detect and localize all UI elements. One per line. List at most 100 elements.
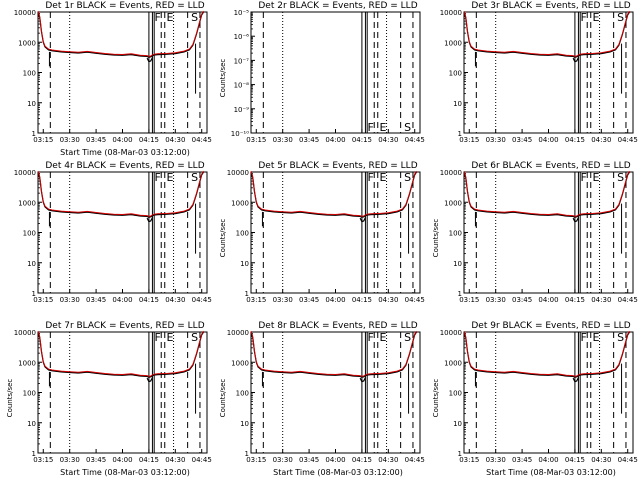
- panel-plot: 1 10 100 1000 10000 03:15 03:30 03:45 04:00 04:15…: [14, 9, 212, 144]
- y-tick-label: 10⁻⁹: [234, 106, 250, 114]
- panel-plot: 1 10 100 1000 10000 03:15 03:30 03:45 04:00 04:15…: [227, 329, 425, 464]
- events-series-line: [37, 11, 205, 58]
- flag-label: S: [404, 121, 411, 134]
- detector-panel: Det 4r BLACK = Events, RED = LLD 1 10 100 10…: [0, 160, 213, 320]
- y-tick-label: 1000: [444, 199, 462, 207]
- x-tick-label: 03:45: [299, 456, 319, 464]
- x-axis-title: Start Time (08-Mar-03 03:12:00): [486, 468, 616, 477]
- x-tick-label: 03:30: [60, 296, 80, 304]
- y-tick-label: 100: [449, 390, 462, 398]
- flag-label: S: [404, 171, 411, 184]
- events-dip-segment: [146, 377, 153, 383]
- x-tick-label: 04:45: [192, 296, 212, 304]
- y-tick-label: 1: [245, 290, 249, 298]
- x-tick-label: 04:15: [565, 456, 585, 464]
- detector-panel: Det 8r BLACK = Events, RED = LLD Start Ti…: [213, 320, 426, 480]
- x-tick-label: 04:30: [591, 456, 611, 464]
- y-tick-label: 10000: [227, 329, 249, 337]
- x-tick-label: 04:15: [352, 456, 372, 464]
- plot-frame: [37, 11, 208, 134]
- panel-plot: 1 10 100 1000 10000 03:15 03:30 03:45 04:00 04:15…: [14, 169, 212, 304]
- panel-title: Det 4r BLACK = Events, RED = LLD: [45, 161, 205, 171]
- x-tick-label: 03:30: [273, 136, 293, 144]
- x-axis-title: Start Time (08-Mar-03 03:12:00): [273, 468, 403, 477]
- flag-label: F: [581, 331, 587, 344]
- x-tick-label: 04:15: [139, 136, 159, 144]
- x-axis-title: Start Time (08-Mar-03 03:12:00): [60, 468, 190, 477]
- detector-panel: Det 9r BLACK = Events, RED = LLD Start Ti…: [426, 320, 639, 480]
- flag-label: E: [167, 331, 174, 344]
- x-tick-label: 03:15: [459, 136, 479, 144]
- y-tick-label: 100: [236, 230, 249, 238]
- x-tick-label: 04:30: [378, 456, 398, 464]
- events-dip-segment: [146, 57, 153, 63]
- flag-label: S: [404, 331, 411, 344]
- panel-plot: 1 10 100 1000 10000 03:15 03:30 03:45 04:00 04:15…: [440, 169, 638, 304]
- flag-label: S: [191, 171, 198, 184]
- x-tick-label: 04:15: [565, 296, 585, 304]
- y-tick-label: 1: [245, 450, 249, 458]
- y-tick-label: 10⁻¹⁰: [231, 130, 249, 138]
- x-tick-label: 04:00: [538, 136, 558, 144]
- y-tick-label: 10000: [227, 169, 249, 177]
- flag-label: E: [380, 331, 387, 344]
- plot-frame: [250, 331, 421, 454]
- lld-series-line: [37, 10, 204, 57]
- plot-frame: [37, 331, 208, 454]
- y-tick-label: 1000: [18, 199, 36, 207]
- y-tick-label: 100: [236, 390, 249, 398]
- events-series-line: [250, 171, 418, 218]
- y-tick-label: 10⁻⁶: [234, 33, 250, 41]
- flag-label: S: [617, 171, 624, 184]
- x-tick-label: 03:30: [486, 136, 506, 144]
- panel-title: Det 8r BLACK = Events, RED = LLD: [258, 321, 418, 331]
- x-tick-label: 04:15: [565, 136, 585, 144]
- lld-series-line: [37, 170, 204, 217]
- x-tick-label: 03:45: [512, 456, 532, 464]
- x-tick-label: 04:00: [112, 456, 132, 464]
- events-dip-segment: [572, 217, 579, 223]
- x-tick-label: 03:15: [33, 456, 53, 464]
- y-tick-label: 100: [23, 70, 36, 78]
- flag-label: S: [191, 331, 198, 344]
- flag-label: S: [617, 331, 624, 344]
- flag-label: E: [167, 171, 174, 184]
- x-tick-label: 03:15: [459, 296, 479, 304]
- x-tick-label: 03:15: [246, 136, 266, 144]
- x-tick-label: 03:15: [246, 456, 266, 464]
- flag-label: E: [593, 11, 600, 24]
- x-tick-label: 03:30: [486, 456, 506, 464]
- plot-frame: [37, 171, 208, 294]
- detector-panel: Det 7r BLACK = Events, RED = LLD Start Ti…: [0, 320, 213, 480]
- y-tick-label: 100: [449, 70, 462, 78]
- y-tick-label: 10: [27, 420, 36, 428]
- plot-frame: [250, 11, 421, 134]
- panel-title: Det 7r BLACK = Events, RED = LLD: [45, 321, 205, 331]
- x-tick-label: 04:30: [165, 296, 185, 304]
- detector-panel: Det 3r BLACK = Events, RED = LLD 1 10 100 10…: [426, 0, 639, 160]
- detector-panel: Det 1r BLACK = Events, RED = LLD Start Ti…: [0, 0, 213, 160]
- x-tick-label: 03:30: [486, 296, 506, 304]
- flag-label: F: [155, 171, 161, 184]
- lld-series-line: [250, 330, 417, 377]
- y-tick-label: 10: [453, 420, 462, 428]
- x-tick-label: 03:15: [246, 296, 266, 304]
- y-tick-label: 1000: [18, 39, 36, 47]
- plot-frame: [463, 11, 634, 134]
- y-tick-label: 10: [453, 260, 462, 268]
- flag-label: E: [167, 11, 174, 24]
- x-tick-label: 04:45: [618, 296, 638, 304]
- y-tick-label: 1: [32, 450, 36, 458]
- lld-series-line: [37, 330, 204, 377]
- plot-frame: [463, 171, 634, 294]
- lld-series-line: [250, 170, 417, 217]
- y-tick-label: 1000: [444, 359, 462, 367]
- events-series-line: [463, 171, 631, 218]
- x-tick-label: 04:45: [618, 136, 638, 144]
- flag-label: F: [581, 171, 587, 184]
- x-tick-label: 03:15: [33, 136, 53, 144]
- x-tick-label: 04:45: [192, 136, 212, 144]
- x-tick-label: 04:45: [618, 456, 638, 464]
- panel-title: Det 9r BLACK = Events, RED = LLD: [471, 321, 631, 331]
- x-tick-label: 04:45: [405, 136, 425, 144]
